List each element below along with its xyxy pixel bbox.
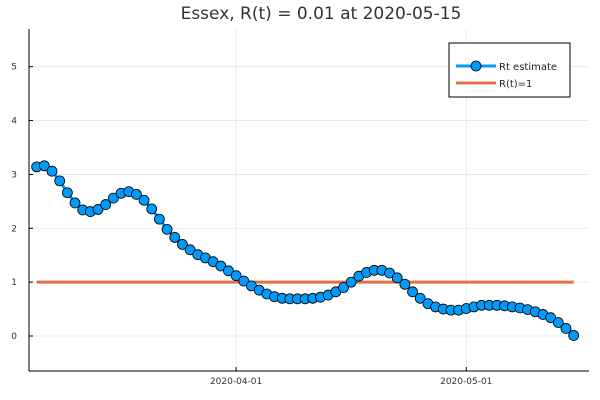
y-tick-label: 2 — [11, 224, 17, 234]
data-point-rt-estimate — [146, 203, 158, 215]
data-point-rt-estimate — [154, 213, 165, 225]
data-point-rt-estimate — [161, 223, 173, 235]
y-tick-labels: 0 1 2 3 4 5 — [11, 63, 17, 342]
series-layer — [31, 160, 580, 341]
data-point-rt-estimate — [223, 265, 234, 277]
data-point-rt-estimate — [230, 270, 242, 282]
data-point-rt-estimate — [552, 317, 564, 328]
data-point-rt-estimate — [169, 232, 181, 243]
y-tick-label: 0 — [11, 332, 17, 342]
data-point-rt-estimate — [407, 286, 418, 298]
data-point-rt-estimate — [345, 276, 357, 288]
y-tick-label: 5 — [11, 63, 17, 73]
legend-box — [448, 42, 571, 98]
data-point-rt-estimate — [92, 204, 104, 215]
data-point-rt-estimate — [399, 278, 411, 290]
data-point-rt-estimate — [61, 187, 73, 199]
x-tick-label: 2020-05-01 — [440, 377, 492, 387]
data-point-rt-estimate — [560, 323, 572, 334]
data-point-rt-estimate — [38, 160, 50, 172]
axes — [28, 29, 589, 372]
x-tick-labels: 2020-04-01 2020-05-01 — [210, 377, 492, 387]
chart-title: Essex, R(t) = 0.01 at 2020-05-15 — [181, 4, 462, 24]
data-point-rt-estimate — [107, 192, 119, 204]
data-point-rt-estimate — [545, 312, 557, 324]
data-point-rt-estimate — [46, 165, 58, 177]
data-point-rt-estimate — [238, 275, 250, 287]
data-point-rt-estimate — [138, 194, 150, 206]
data-point-rt-estimate — [69, 197, 81, 209]
y-tick-label: 4 — [11, 117, 17, 127]
data-point-rt-estimate — [391, 272, 403, 284]
data-point-rt-estimate — [130, 188, 142, 200]
y-tick-label: 1 — [11, 278, 17, 288]
data-point-rt-estimate — [384, 267, 395, 279]
data-point-rt-estimate — [338, 282, 349, 293]
legend: Rt estimate R(t)=1 — [448, 42, 571, 98]
y-tick-label: 3 — [11, 170, 17, 180]
legend-marker-rt-estimate — [470, 60, 482, 72]
legend-label-rt-equals-1: R(t)=1 — [499, 79, 532, 90]
data-point-rt-estimate — [215, 260, 227, 272]
x-tick-label: 2020-04-01 — [210, 377, 262, 387]
data-point-rt-estimate — [414, 292, 426, 304]
data-point-rt-estimate — [177, 239, 188, 250]
data-point-rt-estimate — [568, 330, 580, 341]
legend-label-rt-estimate: Rt estimate — [499, 62, 557, 73]
data-point-rt-estimate — [54, 175, 66, 187]
data-point-rt-estimate — [184, 244, 196, 256]
data-point-rt-estimate — [100, 199, 112, 210]
